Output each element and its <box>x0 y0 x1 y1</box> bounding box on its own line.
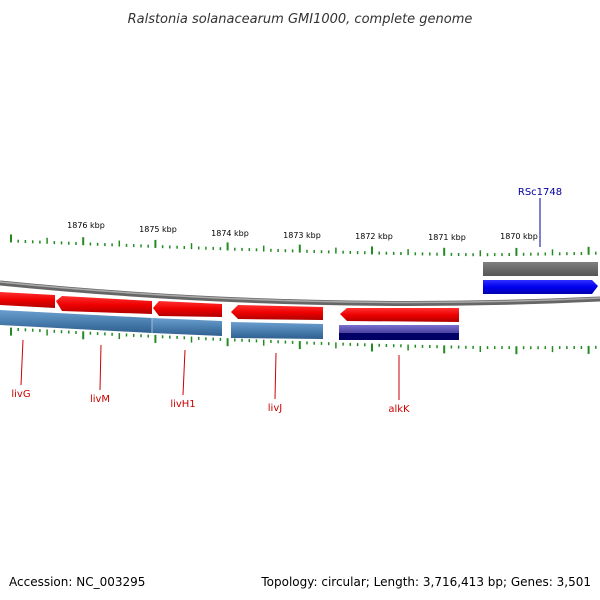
genome-backbone <box>0 280 600 306</box>
kbp-label: 1874 kbp <box>211 229 249 238</box>
gene-label-lines <box>20 339 400 400</box>
cds-arrow-livm[interactable] <box>56 296 152 314</box>
gene-block-livj[interactable] <box>231 322 323 339</box>
cds-arrow-rsc1748[interactable] <box>483 280 598 294</box>
kbp-label: 1870 kbp <box>500 232 538 241</box>
gene-block-livg-livm[interactable] <box>0 310 152 333</box>
kbp-label: 1872 kbp <box>355 232 393 241</box>
cds-arrow-livh1[interactable] <box>153 301 222 317</box>
gene-label-livj[interactable]: livJ <box>268 403 282 414</box>
gene-block-rsc1748[interactable] <box>483 262 598 276</box>
gene-label-alkk[interactable]: alkK <box>388 404 410 415</box>
gene-label-livh1[interactable]: livH1 <box>170 399 195 410</box>
cds-arrow-livj[interactable] <box>231 305 323 320</box>
inner-tick-marks <box>10 327 597 355</box>
gene-label-rsc1748[interactable]: RSc1748 <box>518 187 562 198</box>
outer-tick-marks <box>10 234 597 257</box>
kbp-label: 1876 kbp <box>67 221 105 230</box>
accession-text: Accession: NC_003295 <box>9 575 145 589</box>
topology-text: Topology: circular; Length: 3,716,413 bp… <box>260 575 591 589</box>
gene-block-alkk-feature[interactable] <box>339 333 459 340</box>
cds-arrow-alkk[interactable] <box>340 308 459 322</box>
gene-block-livh1[interactable] <box>152 318 222 336</box>
kbp-labels: 1876 kbp 1875 kbp 1874 kbp 1873 kbp 1872… <box>67 221 538 242</box>
map-title: Ralstonia solanacearum GMI1000, complete… <box>128 12 473 27</box>
kbp-label: 1873 kbp <box>283 231 321 240</box>
genome-backbone-highlight <box>0 281 600 304</box>
cds-arrow-livg[interactable] <box>0 292 55 308</box>
gene-block-alkk[interactable] <box>339 325 459 333</box>
kbp-label: 1875 kbp <box>139 225 177 234</box>
gene-label-livg[interactable]: livG <box>11 389 30 400</box>
gene-label-livm[interactable]: livM <box>90 394 110 405</box>
kbp-label: 1871 kbp <box>428 233 466 242</box>
